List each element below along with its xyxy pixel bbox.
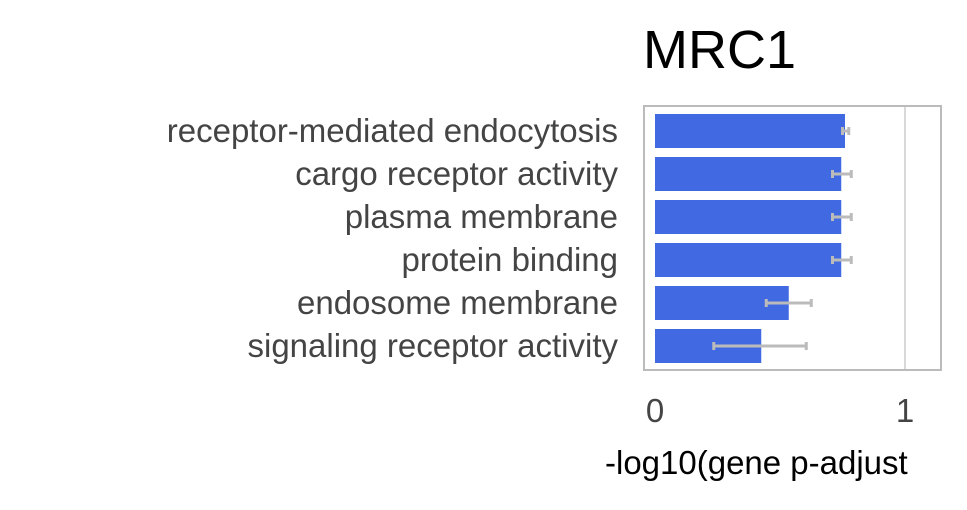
bars (655, 114, 845, 363)
error-bar-4 (831, 256, 853, 264)
category-labels: receptor-mediated endocytosis cargo recep… (167, 112, 619, 364)
x-axis-label: -log10(gene p-adjust (605, 444, 908, 481)
bar-1 (655, 114, 845, 148)
plot-frame (643, 105, 942, 371)
category-label-3: plasma membrane (345, 198, 618, 235)
bar-3 (655, 200, 842, 234)
error-bar-3 (831, 213, 853, 221)
category-label-5: endosome membrane (297, 284, 618, 321)
category-label-6: signaling receptor activity (247, 327, 618, 364)
error-bars (712, 127, 853, 350)
error-bar-1 (841, 127, 851, 135)
error-bar-5 (764, 299, 813, 307)
category-label-1: receptor-mediated endocytosis (167, 112, 618, 149)
x-tick-label-1: 1 (896, 392, 914, 429)
error-bar-6 (712, 342, 808, 350)
bar-2 (655, 157, 842, 191)
error-bar-2 (831, 170, 853, 178)
x-tick-label-0: 0 (646, 392, 664, 429)
category-label-4: protein binding (402, 241, 619, 278)
chart-title: MRC1 (643, 20, 796, 80)
category-label-2: cargo receptor activity (295, 155, 618, 192)
bar-4 (655, 243, 842, 277)
